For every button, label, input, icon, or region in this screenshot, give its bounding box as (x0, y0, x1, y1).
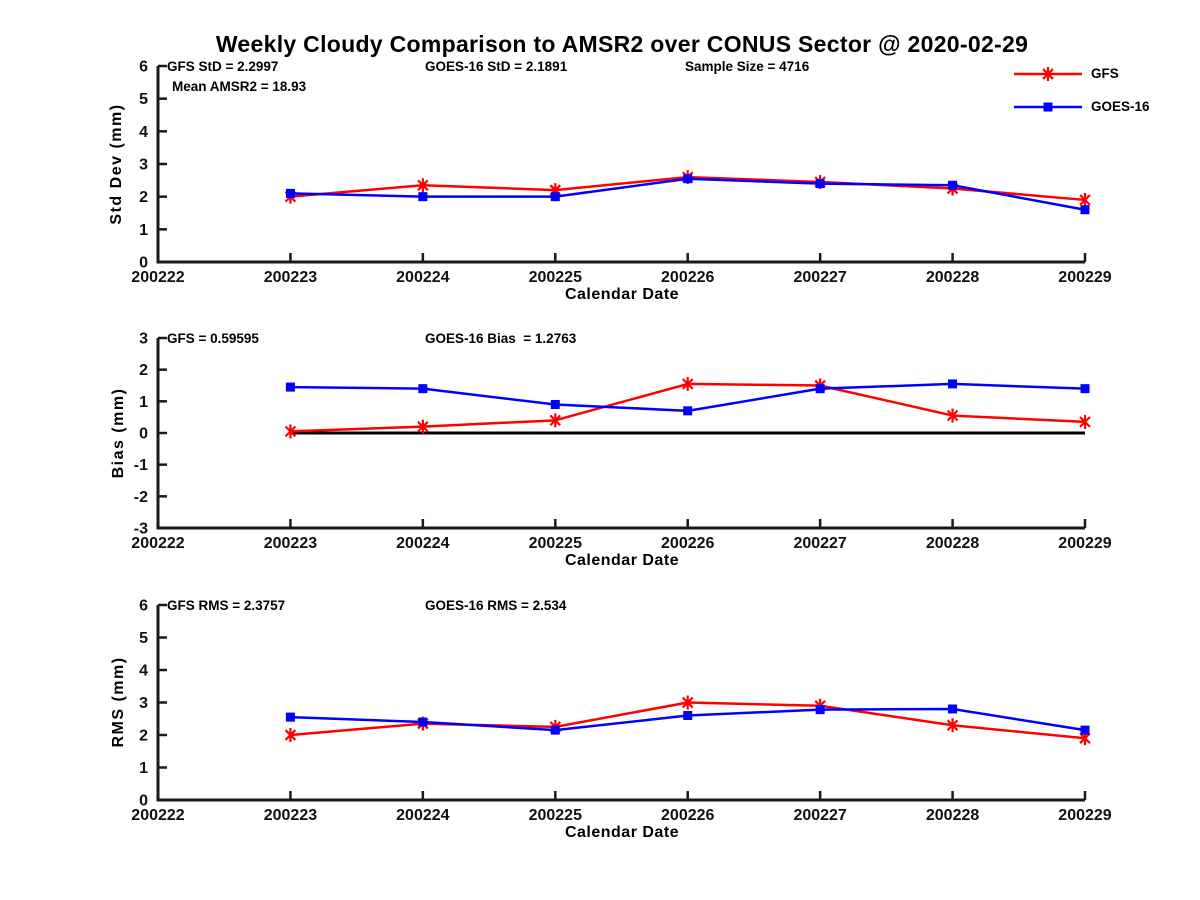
y-tick-label: 5 (139, 91, 148, 108)
chart-rms: 0 1 2 3 4 5 6 200222 200223 200224 200225 200226 200… (131, 598, 1111, 825)
xlabel-rms: Calendar Date (564, 824, 680, 841)
y-tick-label: 0 (139, 426, 148, 443)
x-tick-label: 200229 (1058, 807, 1111, 824)
y-tick-label: 0 (139, 793, 148, 810)
asterisk-marker-icon (1014, 66, 1082, 81)
y-tick-label: 3 (139, 695, 148, 712)
y-tick-label: 1 (139, 394, 148, 411)
stat-gfs-bias: GFS = 0.59595 (167, 331, 259, 346)
y-tick-label: 3 (139, 331, 148, 348)
x-tick-label: 200224 (396, 269, 449, 286)
legend: GFS GOES-16 (1012, 57, 1150, 123)
xlabel-std-dev: Calendar Date (564, 286, 680, 303)
stat-mean-amsr2: Mean AMSR2 = 18.93 (172, 79, 307, 94)
stat-gfs-std: GFS StD = 2.2997 (167, 59, 279, 74)
y-tick-label: -2 (134, 489, 148, 506)
x-tick-label: 200229 (1058, 535, 1111, 552)
x-tick-label: 200224 (396, 535, 449, 552)
chart-std-dev: 0 1 2 3 4 5 6 200222 200223 200224 200225 200226 200… (131, 59, 1111, 287)
legend-entry-gfs: GFS (1012, 57, 1150, 90)
x-tick-label: 200222 (131, 269, 184, 286)
y-tick-label: 0 (139, 255, 148, 272)
stat-goes-bias: GOES-16 Bias = 1.2763 (425, 331, 577, 346)
legend-label: GOES-16 (1091, 99, 1150, 114)
x-tick-label: 200227 (793, 807, 846, 824)
ylabel-rms: RMS (mm) (110, 656, 127, 748)
ylabel-bias: Bias (mm) (110, 387, 127, 479)
chart-bias: -3 -2 -1 0 1 2 3 200222 200223 200224 200225 200226… (131, 331, 1111, 553)
x-tick-label: 200228 (926, 807, 979, 824)
series-goes-16-markers (285, 379, 1090, 416)
y-tick-label: 2 (139, 362, 148, 379)
x-tick-label: 200223 (264, 807, 317, 824)
y-tick-label: -3 (134, 521, 148, 538)
y-tick-label: 2 (139, 189, 148, 206)
xlabel-bias: Calendar Date (564, 552, 680, 569)
x-tick-label: 200225 (529, 269, 582, 286)
x-tick-label: 200226 (661, 535, 714, 552)
x-tick-label: 200227 (793, 535, 846, 552)
series-goes-16-markers (285, 704, 1090, 735)
y-tick-label: 6 (139, 598, 148, 615)
stat-goes-rms: GOES-16 RMS = 2.534 (425, 598, 567, 613)
x-tick-label: 200226 (661, 807, 714, 824)
x-tick-label: 200225 (529, 807, 582, 824)
x-tick-label: 200223 (264, 269, 317, 286)
stat-sample-size: Sample Size = 4716 (685, 59, 810, 74)
figure-title: Weekly Cloudy Comparison to AMSR2 over C… (215, 31, 1029, 57)
y-tick-label: 1 (139, 222, 148, 239)
x-tick-label: 200222 (131, 807, 184, 824)
x-tick-label: 200227 (793, 269, 846, 286)
y-tick-label: -1 (134, 457, 148, 474)
y-tick-label: 6 (139, 59, 148, 76)
x-tick-label: 200228 (926, 269, 979, 286)
y-tick-label: 1 (139, 760, 148, 777)
square-marker-icon (1014, 102, 1082, 111)
y-tick-label: 4 (139, 663, 148, 680)
ylabel-std-dev: Std Dev (mm) (108, 103, 125, 225)
x-tick-label: 200229 (1058, 269, 1111, 286)
legend-entry-goes-16: GOES-16 (1012, 90, 1150, 123)
x-tick-label: 200222 (131, 535, 184, 552)
legend-label: GFS (1091, 66, 1119, 81)
stat-gfs-rms: GFS RMS = 2.3757 (167, 598, 286, 613)
x-tick-label: 200228 (926, 535, 979, 552)
series-goes-16-markers (285, 174, 1090, 215)
x-tick-label: 200225 (529, 535, 582, 552)
y-tick-label: 5 (139, 630, 148, 647)
x-tick-label: 200223 (264, 535, 317, 552)
stat-goes-std: GOES-16 StD = 2.1891 (425, 59, 568, 74)
x-tick-label: 200226 (661, 269, 714, 286)
series-gfs-markers (284, 376, 1091, 439)
y-tick-label: 2 (139, 728, 148, 745)
y-tick-label: 4 (139, 124, 148, 141)
y-tick-label: 3 (139, 157, 148, 174)
x-tick-label: 200224 (396, 807, 449, 824)
